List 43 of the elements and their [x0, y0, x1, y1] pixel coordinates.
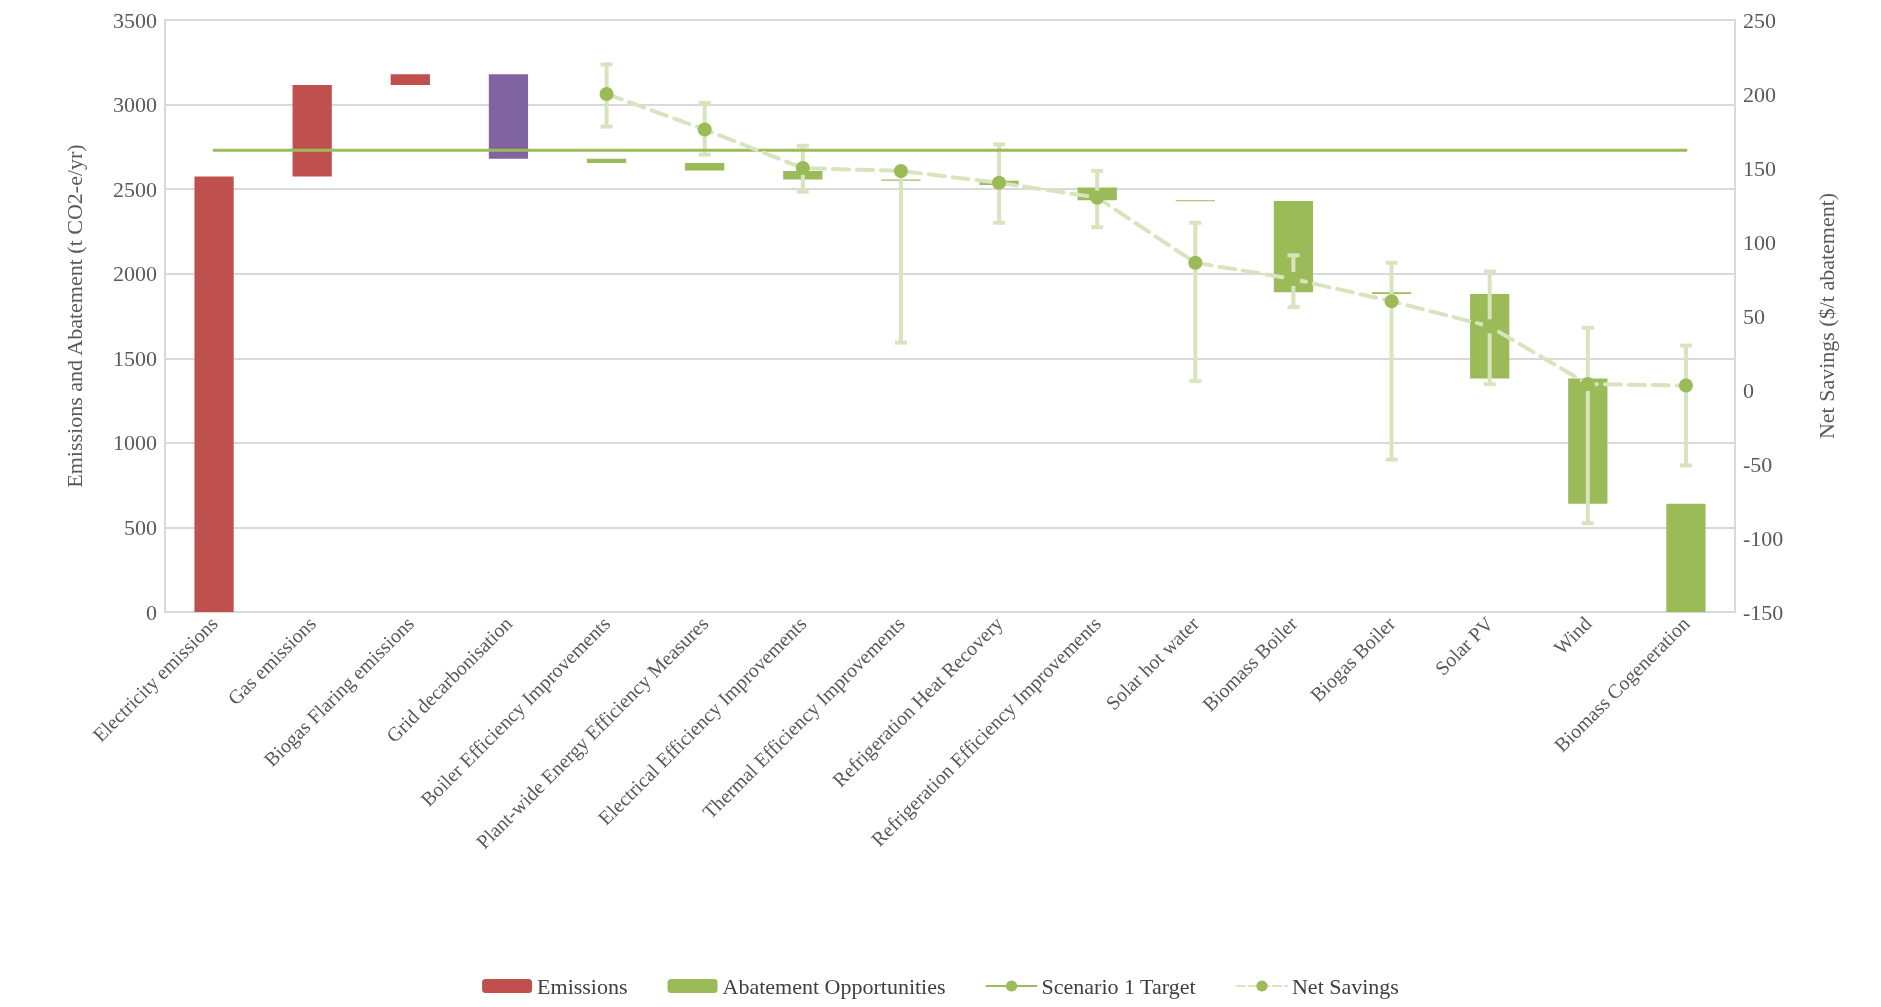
- point: [1090, 190, 1105, 205]
- point: [1482, 319, 1497, 334]
- point: [795, 161, 810, 175]
- bar: [292, 85, 332, 177]
- y-tick-label: 3000: [113, 92, 157, 118]
- bar: [390, 74, 430, 86]
- y-tick-label: 1500: [113, 345, 157, 371]
- bar: [1273, 200, 1314, 293]
- y2-tick-label: -100: [1743, 525, 1784, 551]
- y2-tick-label: 250: [1743, 7, 1776, 33]
- y-tick-label: 2000: [113, 261, 157, 287]
- point: [1188, 255, 1203, 270]
- y2-tick-label: -150: [1743, 599, 1784, 625]
- y2-tick-label: 100: [1743, 229, 1776, 255]
- point: [992, 175, 1007, 190]
- point: [1678, 378, 1693, 393]
- y2-axis-title: Net Savings ($/t abatement): [1813, 192, 1839, 440]
- y-tick-label: 500: [124, 514, 157, 540]
- bar: [194, 176, 234, 612]
- legend-label: Abatement Opportunities: [722, 973, 946, 999]
- bar: [1666, 503, 1706, 612]
- point: [1580, 377, 1595, 392]
- y2-tick-label: 50: [1743, 303, 1765, 329]
- point: [893, 163, 908, 178]
- y-tick-label: 2500: [113, 176, 157, 202]
- y-axis-title: Emissions and Abatement (t CO2-e/yr): [61, 144, 87, 488]
- y-tick-label: 3500: [113, 7, 157, 33]
- bar: [685, 162, 725, 171]
- bar: [488, 74, 529, 159]
- point: [599, 87, 614, 101]
- y2-tick-label: -50: [1743, 451, 1773, 477]
- legend-label: Scenario 1 Target: [1041, 973, 1196, 999]
- y2-tick-label: 150: [1743, 155, 1776, 181]
- point: [1286, 272, 1301, 286]
- y-tick-label: 0: [146, 599, 157, 625]
- point: [1384, 294, 1399, 309]
- legend-label: Net Savings: [1291, 973, 1399, 999]
- y2-tick-label: 0: [1743, 377, 1754, 403]
- y-tick-label: 1000: [113, 430, 157, 456]
- y2-tick-label: 200: [1743, 81, 1776, 107]
- point: [697, 122, 712, 137]
- bar: [586, 158, 627, 163]
- legend-label: Emissions: [537, 973, 628, 999]
